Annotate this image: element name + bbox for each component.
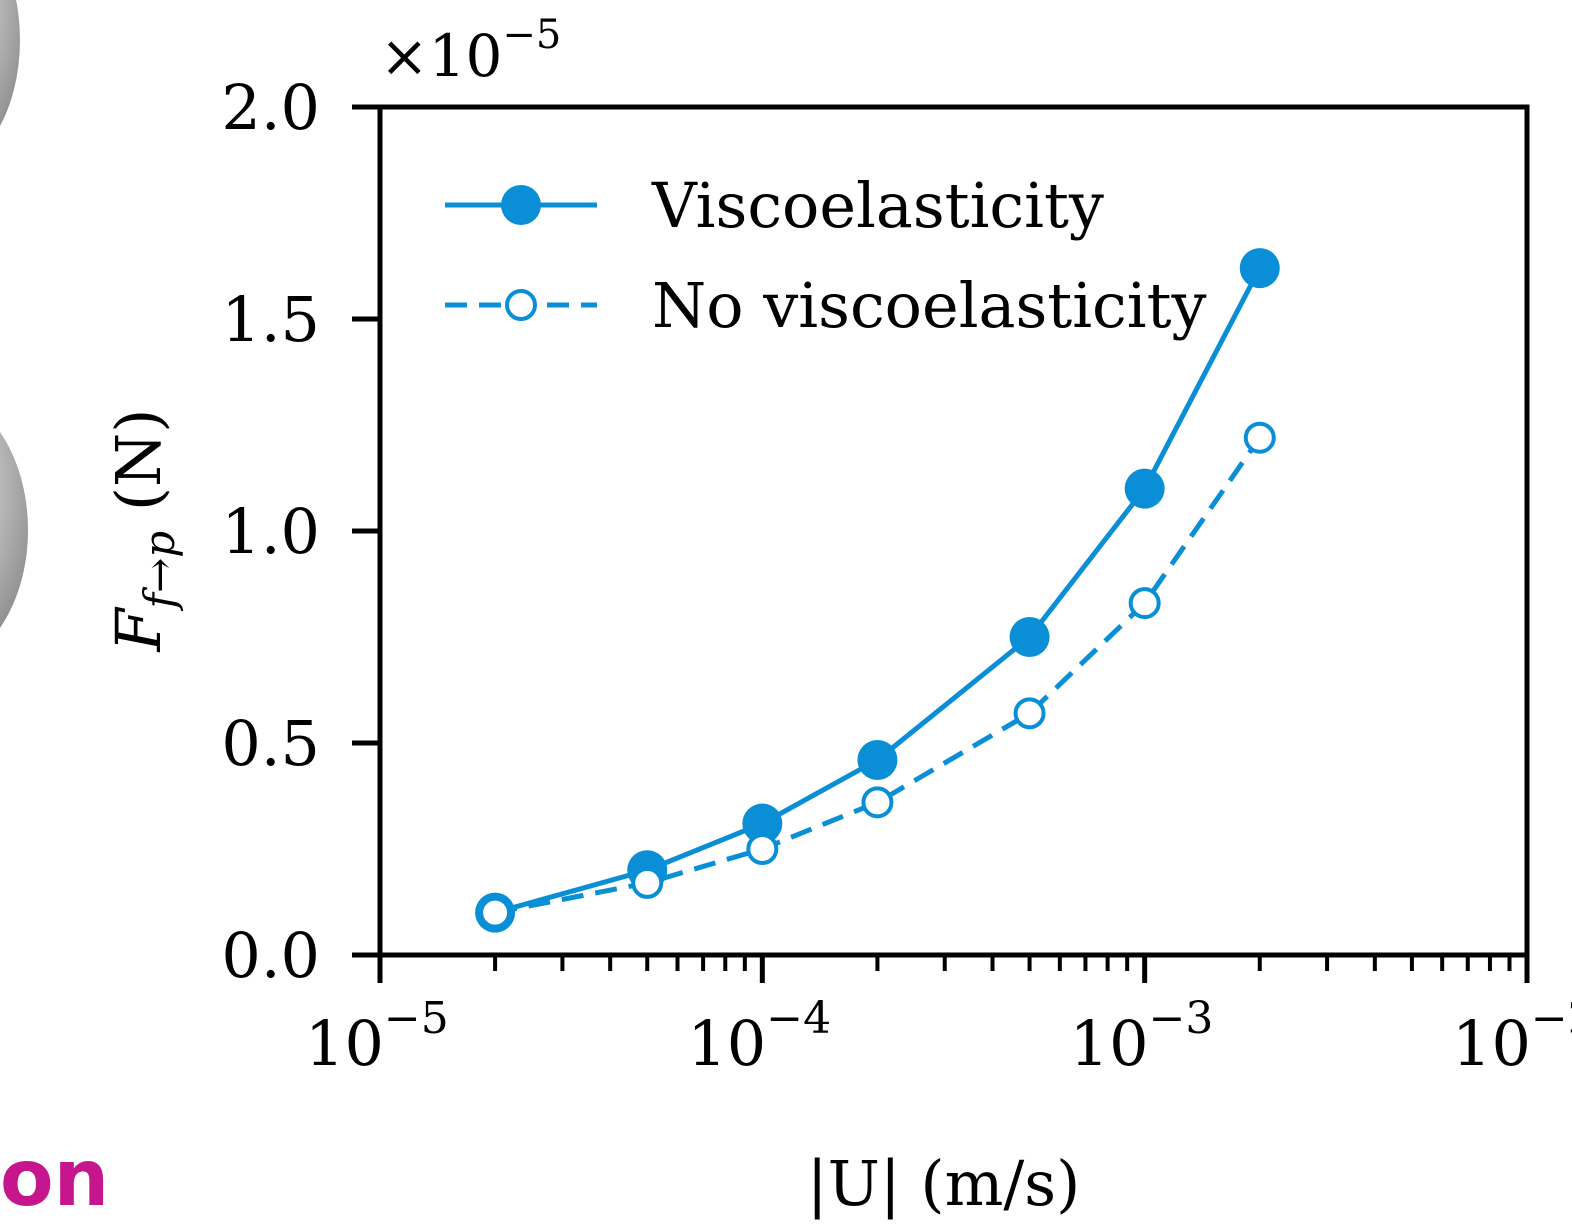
data-point-2 [631, 866, 664, 899]
plot-area: 0.0 0.5 1.0 1.5 2.0 10−5 10−4 10−3 10−2 ×10−5 |U| … [102, 12, 1572, 1220]
legend-label: No viscoelasticity [652, 269, 1207, 342]
data-point-1 [1009, 617, 1050, 657]
x-tick-label: 10−2 [1452, 993, 1572, 1080]
legend-marker [505, 289, 537, 321]
y-tick-label: 1.5 [221, 283, 320, 356]
y-axis-label: Ff→p (N) [102, 409, 184, 653]
data-point-1 [857, 739, 898, 780]
x-axis-label: |U| (m/s) [807, 1147, 1081, 1220]
y-tick-label: 0.0 [221, 919, 320, 992]
legend-label: Viscoelasticity [651, 169, 1104, 242]
data-point-2 [861, 786, 894, 819]
data-point-2 [1243, 421, 1276, 454]
data-point-1 [1239, 248, 1280, 289]
x-tick-label: 10−3 [1070, 993, 1214, 1080]
data-point-2 [479, 896, 512, 929]
data-point-2 [1128, 587, 1161, 620]
data-point-1 [1124, 468, 1165, 509]
y-tick-label: 0.5 [221, 707, 320, 780]
y-multiplier: ×10−5 [380, 12, 561, 90]
x-tick-label: 10−4 [687, 993, 831, 1080]
series-line-2 [494, 436, 1262, 916]
data-point-2 [746, 833, 779, 865]
data-point-1 [742, 803, 783, 844]
y-tick-label: 2.0 [221, 71, 320, 144]
x-tick-label: 10−5 [305, 993, 449, 1080]
data-point-2 [1013, 697, 1046, 730]
y-tick-label: 1.0 [221, 495, 320, 568]
side-label: on [0, 1134, 110, 1224]
background-spheres [0, 0, 28, 628]
sphere-top [0, 0, 20, 126]
sphere-middle [0, 432, 28, 628]
legend-marker [501, 185, 541, 225]
